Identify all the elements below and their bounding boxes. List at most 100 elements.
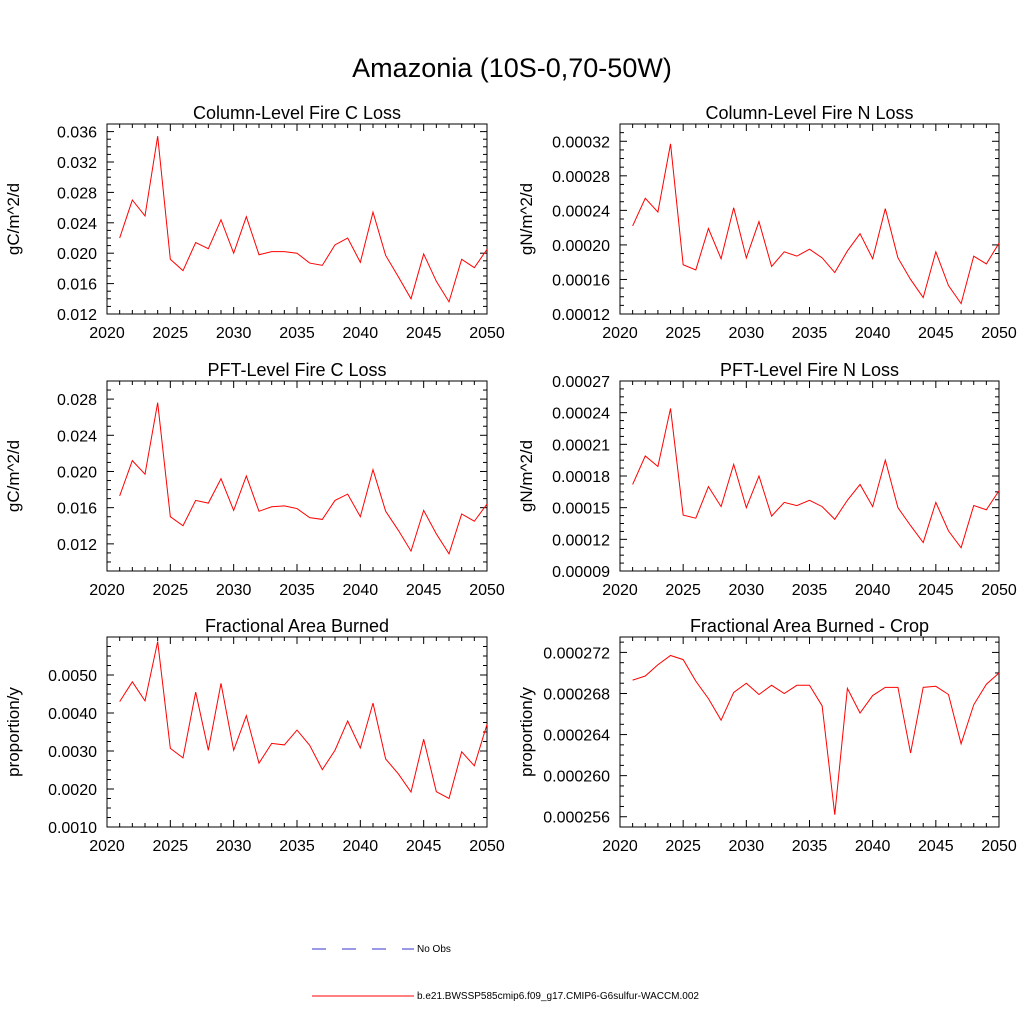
y-tick-label: 0.0010 [48, 820, 97, 837]
y-tick-label: 0.036 [57, 125, 97, 142]
y-tick-label: 0.00024 [552, 203, 610, 220]
y-tick-label: 0.0030 [48, 744, 97, 761]
y-tick-label: 0.00009 [552, 564, 610, 581]
chart-panel-2: Column-Level Fire N Loss 2020 2025 2030 2035… [517, 103, 1017, 342]
x-tick-label: 2050 [981, 838, 1017, 855]
x-tick-label: 2045 [918, 838, 954, 855]
y-axis-label: gC/m^2/d [4, 183, 23, 255]
y-tick-label: 0.024 [57, 216, 97, 233]
x-tick-label: 2020 [89, 838, 125, 855]
y-tick-label: 0.012 [57, 537, 97, 554]
y-tick-label: 0.00032 [552, 134, 610, 151]
y-axis-label: gC/m^2/d [4, 440, 23, 512]
y-tick-label: 0.0020 [48, 782, 97, 799]
x-tick-label: 2025 [665, 838, 701, 855]
x-tick-label: 2030 [216, 325, 252, 342]
x-tick-label: 2050 [469, 838, 505, 855]
x-tick-label: 2050 [981, 582, 1017, 599]
y-tick-label: 0.00024 [552, 406, 610, 423]
y-tick-label: 0.00027 [552, 374, 610, 391]
x-tick-label: 2050 [469, 325, 505, 342]
x-tick-label: 2040 [855, 838, 891, 855]
x-tick-label: 2025 [153, 325, 189, 342]
y-tick-label: 0.016 [57, 277, 97, 294]
y-tick-label: 0.00021 [552, 437, 610, 454]
legend-label: No Obs [417, 944, 451, 955]
chart-panel-1: Column-Level Fire C Loss 2020 2025 2030 2035… [4, 103, 505, 342]
x-tick-label: 2025 [665, 582, 701, 599]
x-tick-label: 2035 [279, 838, 315, 855]
panel-title: Fractional Area Burned [205, 616, 389, 636]
x-tick-label: 2030 [729, 838, 765, 855]
plot-frame [619, 380, 1000, 572]
series-line [632, 654, 1000, 815]
y-tick-label: 0.0050 [48, 668, 97, 685]
y-axis-label: gN/m^2/d [517, 440, 536, 512]
page-title: Amazonia (10S-0,70-50W) [352, 53, 672, 83]
y-axis-label: gN/m^2/d [517, 183, 536, 255]
series-line [119, 136, 488, 304]
plot-frame [619, 636, 1000, 828]
x-tick-label: 2020 [602, 838, 638, 855]
x-tick-label: 2045 [918, 582, 954, 599]
panel-title: PFT-Level Fire C Loss [207, 360, 386, 380]
chart-panel-4: PFT-Level Fire N Loss 2020 2025 2030 2035 204… [517, 360, 1017, 599]
x-tick-label: 2020 [89, 325, 125, 342]
y-tick-label: 0.012 [57, 307, 97, 324]
x-tick-label: 2035 [792, 838, 828, 855]
series-line [119, 641, 488, 800]
x-tick-label: 2025 [153, 582, 189, 599]
x-tick-label: 2040 [855, 325, 891, 342]
x-tick-label: 2030 [216, 582, 252, 599]
y-tick-label: 0.0040 [48, 706, 97, 723]
x-tick-label: 2045 [918, 325, 954, 342]
panel-title: PFT-Level Fire N Loss [720, 360, 899, 380]
y-tick-label: 0.020 [57, 464, 97, 481]
x-tick-label: 2045 [406, 838, 442, 855]
y-tick-label: 0.032 [57, 155, 97, 172]
y-tick-label: 0.000256 [543, 810, 610, 827]
y-tick-label: 0.000272 [543, 645, 610, 662]
y-tick-label: 0.016 [57, 501, 97, 518]
legend-label: b.e21.BWSSP585cmip6.f09_g17.CMIP6-G6sulf… [417, 991, 699, 1002]
y-tick-label: 0.000264 [543, 728, 610, 745]
plot-frame [106, 636, 488, 828]
x-tick-label: 2020 [89, 582, 125, 599]
y-tick-label: 0.00028 [552, 169, 610, 186]
y-tick-label: 0.00015 [552, 501, 610, 518]
x-tick-label: 2040 [343, 582, 379, 599]
chart-panel-3: PFT-Level Fire C Loss 2020 2025 2030 2035 204… [4, 360, 505, 599]
y-tick-label: 0.00012 [552, 532, 610, 549]
x-tick-label: 2035 [279, 582, 315, 599]
x-tick-label: 2025 [665, 325, 701, 342]
x-tick-label: 2040 [343, 325, 379, 342]
y-tick-label: 0.028 [57, 392, 97, 409]
x-tick-label: 2040 [343, 838, 379, 855]
y-tick-label: 0.00018 [552, 469, 610, 486]
y-tick-label: 0.000268 [543, 686, 610, 703]
chart-panel-6: Fractional Area Burned - Crop 2020 2025 203… [517, 616, 1017, 855]
x-tick-label: 2045 [406, 325, 442, 342]
series-line [632, 408, 1000, 549]
y-tick-label: 0.00016 [552, 272, 610, 289]
series-line [632, 143, 1000, 305]
y-axis-label: proportion/y [517, 687, 536, 777]
x-tick-label: 2030 [729, 582, 765, 599]
plot-frame [106, 123, 488, 315]
panel-group: Column-Level Fire C Loss 2020 2025 2030 2035… [4, 103, 1017, 855]
x-tick-label: 2045 [406, 582, 442, 599]
y-axis-label: proportion/y [4, 687, 23, 777]
x-tick-label: 2020 [602, 325, 638, 342]
series-line [119, 402, 488, 555]
plot-frame [106, 380, 488, 572]
x-tick-label: 2020 [602, 582, 638, 599]
y-tick-label: 0.020 [57, 246, 97, 263]
panel-title: Column-Level Fire N Loss [705, 103, 913, 123]
x-tick-label: 2040 [855, 582, 891, 599]
x-tick-label: 2035 [792, 582, 828, 599]
x-tick-label: 2035 [792, 325, 828, 342]
y-tick-label: 0.00020 [552, 238, 610, 255]
y-tick-label: 0.028 [57, 185, 97, 202]
y-tick-label: 0.000260 [543, 769, 610, 786]
